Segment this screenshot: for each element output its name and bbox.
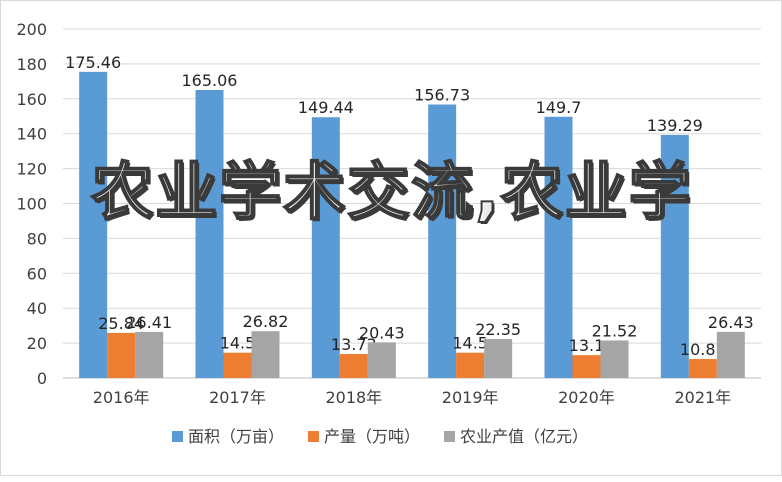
y-tick-label: 120 (16, 160, 47, 179)
bar (544, 116, 573, 378)
bar (456, 352, 485, 378)
bar (79, 71, 108, 378)
bar (195, 89, 224, 378)
y-tick-label: 100 (16, 195, 47, 214)
data-label: 175.46 (65, 53, 121, 72)
data-label: 13.1 (569, 336, 605, 355)
y-tick-label: 80 (27, 229, 47, 248)
data-label: 26.41 (126, 313, 172, 332)
data-label: 20.43 (359, 323, 405, 342)
bar (339, 354, 368, 378)
x-tick-label: 2017年 (209, 388, 266, 407)
data-label: 139.29 (647, 116, 703, 135)
legend-label: 面积（万亩） (188, 427, 284, 446)
data-label: 13.73 (331, 335, 377, 354)
data-label: 156.73 (414, 86, 470, 105)
x-tick-label: 2021年 (674, 388, 731, 407)
data-label: 26.43 (708, 313, 754, 332)
y-tick-label: 20 (27, 334, 47, 353)
bar (367, 342, 396, 378)
x-tick-label: 2020年 (558, 388, 615, 407)
data-label: 165.06 (182, 71, 238, 90)
bar (223, 352, 252, 378)
x-tick-label: 2019年 (442, 388, 499, 407)
legend-swatch (308, 431, 319, 442)
data-label: 14.5 (452, 334, 488, 353)
y-tick-label: 0 (37, 369, 47, 388)
bar (600, 340, 629, 378)
data-label: 10.87 (680, 340, 726, 359)
y-tick-label: 180 (16, 55, 47, 74)
y-tick-label: 200 (16, 20, 47, 39)
bar (484, 338, 513, 378)
y-tick-label: 60 (27, 264, 47, 283)
legend-label: 农业产值（亿元） (460, 427, 588, 446)
bar (135, 331, 164, 378)
data-label: 26.82 (243, 312, 289, 331)
data-label: 22.35 (475, 320, 521, 339)
data-label: 21.52 (592, 321, 638, 340)
x-tick-label: 2018年 (325, 388, 382, 407)
y-tick-label: 140 (16, 125, 47, 144)
y-tick-label: 40 (27, 299, 47, 318)
bar (107, 332, 136, 378)
bar (311, 117, 340, 378)
data-label: 25.84 (98, 314, 144, 333)
y-tick-label: 160 (16, 90, 47, 109)
bar (572, 355, 601, 378)
data-label: 149.7 (536, 98, 582, 117)
bar (428, 104, 457, 378)
bar (660, 134, 689, 378)
legend-label: 产量（万吨） (324, 427, 420, 446)
bar (251, 331, 280, 378)
legend-swatch (444, 431, 455, 442)
x-tick-label: 2016年 (93, 388, 150, 407)
legend-swatch (172, 431, 183, 442)
data-label: 149.44 (298, 98, 354, 117)
bar (716, 331, 745, 378)
bar (688, 359, 717, 378)
data-label: 14.5 (220, 334, 256, 353)
